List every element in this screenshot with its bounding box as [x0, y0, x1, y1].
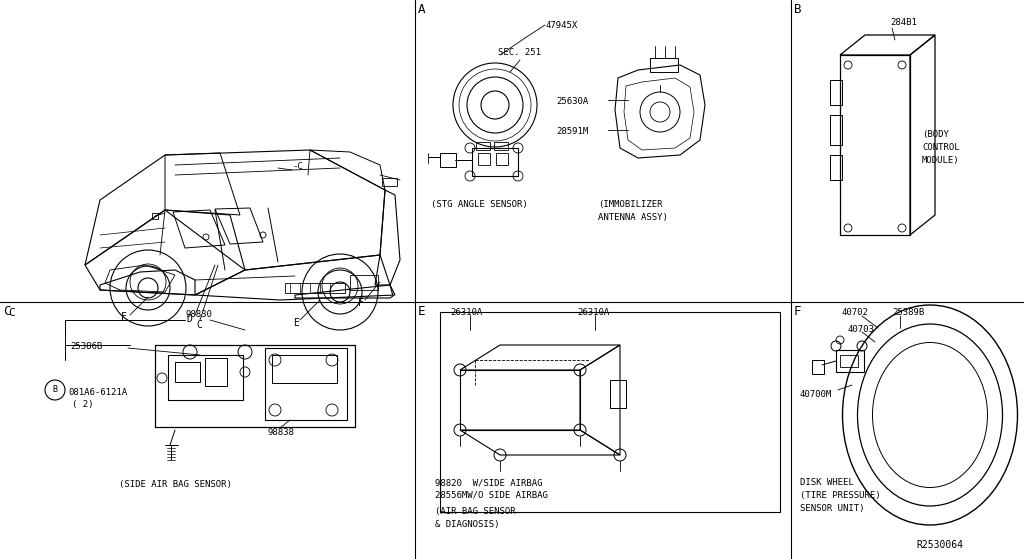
Text: 26310A: 26310A: [577, 308, 609, 317]
Text: 25389B: 25389B: [892, 308, 925, 317]
Text: R2530064: R2530064: [916, 540, 964, 550]
Text: 28591M: 28591M: [556, 127, 588, 136]
Text: E: E: [418, 305, 426, 318]
Text: MODULE): MODULE): [922, 156, 959, 165]
Text: SEC. 251: SEC. 251: [498, 48, 541, 57]
Text: -C: -C: [292, 162, 303, 171]
Bar: [830, 155, 842, 180]
Text: ( 2): ( 2): [72, 400, 93, 409]
Text: 40700M: 40700M: [800, 390, 833, 399]
Bar: [175, 362, 200, 382]
Text: (STG ANGLE SENSOR): (STG ANGLE SENSOR): [431, 200, 527, 209]
Text: DISK WHEEL: DISK WHEEL: [800, 478, 854, 487]
Text: & DIAGNOSIS): & DIAGNOSIS): [435, 520, 500, 529]
Bar: [382, 178, 397, 186]
Text: 25630A: 25630A: [556, 97, 588, 106]
Text: 98830: 98830: [185, 310, 212, 319]
Text: 47945X: 47945X: [546, 21, 579, 30]
Text: 26310A: 26310A: [450, 308, 482, 317]
Text: 25386B: 25386B: [70, 342, 102, 351]
Bar: [836, 350, 864, 372]
Text: (IMMOBILIZER: (IMMOBILIZER: [598, 200, 663, 209]
Text: F: F: [121, 312, 127, 322]
Text: E: E: [293, 318, 299, 328]
Bar: [272, 355, 337, 383]
Bar: [494, 142, 508, 150]
Bar: [840, 355, 858, 367]
Bar: [830, 80, 842, 105]
Text: 081A6-6121A: 081A6-6121A: [68, 388, 127, 397]
Bar: [840, 55, 910, 235]
Bar: [155, 345, 355, 427]
Text: F: F: [358, 298, 364, 308]
Bar: [472, 148, 518, 176]
Text: C: C: [196, 320, 202, 330]
Bar: [205, 358, 227, 386]
Text: 98838: 98838: [268, 428, 295, 437]
Text: D: D: [186, 314, 191, 324]
Text: (TIRE PRESSURE): (TIRE PRESSURE): [800, 491, 881, 500]
Bar: [830, 115, 842, 145]
Text: (AIR BAG SENSOR: (AIR BAG SENSOR: [435, 507, 516, 516]
Text: (BODY: (BODY: [922, 130, 949, 139]
Bar: [440, 153, 456, 167]
Bar: [440, 312, 780, 512]
Text: F: F: [794, 305, 802, 318]
Bar: [478, 153, 490, 165]
Bar: [476, 142, 490, 150]
Text: CONTROL: CONTROL: [922, 143, 959, 152]
Text: (SIDE AIR BAG SENSOR): (SIDE AIR BAG SENSOR): [119, 480, 231, 489]
Bar: [610, 380, 626, 408]
Text: ANTENNA ASSY): ANTENNA ASSY): [598, 213, 668, 222]
Text: 284B1: 284B1: [890, 18, 916, 27]
Bar: [285, 283, 345, 293]
Bar: [168, 355, 243, 400]
Text: 28556MW/O SIDE AIRBAG: 28556MW/O SIDE AIRBAG: [435, 491, 548, 500]
Bar: [812, 360, 824, 374]
Text: B: B: [794, 3, 802, 16]
Text: 98820  W/SIDE AIRBAG: 98820 W/SIDE AIRBAG: [435, 478, 543, 487]
Bar: [152, 213, 158, 219]
Text: 40703: 40703: [848, 325, 874, 334]
Text: C: C: [3, 305, 10, 318]
Bar: [650, 58, 678, 72]
Text: B: B: [52, 386, 57, 395]
Bar: [265, 348, 347, 420]
Bar: [350, 275, 378, 290]
Text: A: A: [418, 3, 426, 16]
Bar: [496, 153, 508, 165]
Text: 40702: 40702: [842, 308, 869, 317]
Text: SENSOR UNIT): SENSOR UNIT): [800, 504, 864, 513]
Text: C: C: [8, 308, 14, 318]
